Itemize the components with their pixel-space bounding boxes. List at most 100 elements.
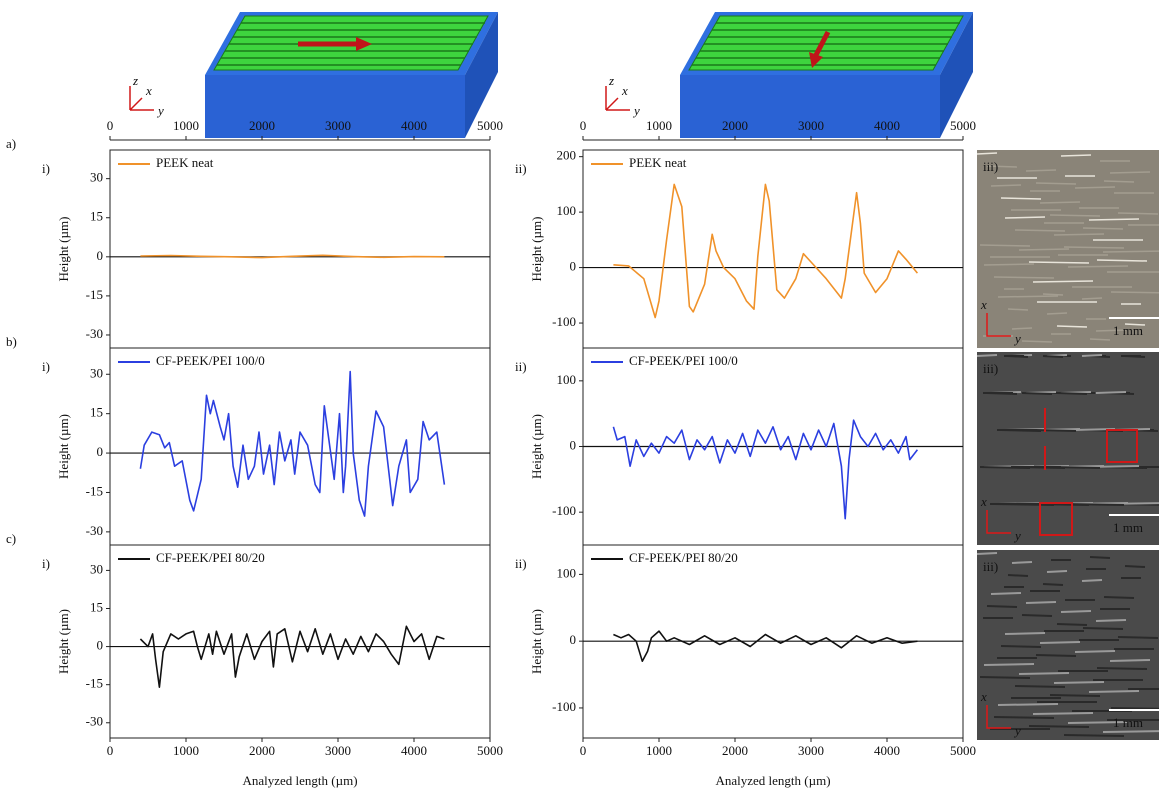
- texture: [1032, 712, 1094, 715]
- texture: [1074, 650, 1116, 653]
- y-tick-label: -15: [86, 483, 103, 498]
- texture: [1110, 707, 1159, 710]
- legend-label: CF-PEEK/PEI 80/20: [156, 550, 265, 565]
- texture: [1088, 218, 1140, 221]
- y-tick-label: 0: [570, 259, 577, 274]
- y-tick-label: 15: [90, 599, 103, 614]
- texture: [1021, 392, 1053, 395]
- sub-label: i): [42, 556, 50, 571]
- legend-label: CF-PEEK/PEI 100/0: [156, 353, 265, 368]
- y-tick-label: 30: [90, 561, 103, 576]
- texture: [1028, 261, 1090, 264]
- data-line: [612, 419, 919, 520]
- sub-label: ii): [515, 161, 527, 176]
- highlight-box: [1106, 429, 1138, 463]
- panel-label: a): [6, 136, 16, 151]
- plot-frame: [109, 149, 491, 349]
- x-tick-label: 4000: [401, 118, 427, 133]
- texture: [1032, 280, 1094, 283]
- x-tick-label: 3000: [325, 743, 351, 758]
- scale-label: 1 mm: [1113, 520, 1143, 535]
- legend-label: PEEK neat: [156, 155, 214, 170]
- texture: [1063, 246, 1125, 249]
- image-axes: [986, 313, 1011, 337]
- texture: [1046, 312, 1068, 315]
- texture: [1014, 229, 1066, 232]
- x-tick-label: 2000: [249, 118, 275, 133]
- image-axis-v: x: [980, 689, 987, 704]
- texture: [1102, 730, 1159, 733]
- texture: [1109, 171, 1151, 174]
- image-axes: [986, 705, 1011, 729]
- texture: [993, 276, 1055, 279]
- data-line: [139, 625, 445, 688]
- texture: [990, 592, 1022, 595]
- illustration-left: [205, 12, 498, 138]
- texture: [1056, 325, 1088, 328]
- texture: [1039, 641, 1081, 644]
- texture: [1025, 169, 1057, 172]
- texture: [1018, 672, 1070, 675]
- texture: [1103, 180, 1135, 183]
- texture: [1000, 197, 1042, 200]
- y-tick-label: -15: [86, 287, 103, 302]
- y-tick-label: -30: [86, 326, 103, 341]
- y-tick-label: -30: [86, 714, 103, 729]
- texture: [1042, 583, 1064, 586]
- texture: [983, 263, 1035, 266]
- texture: [1124, 565, 1146, 568]
- texture: [1095, 329, 1127, 332]
- texture: [1035, 429, 1077, 432]
- texture: [993, 716, 1055, 719]
- texture: [1082, 627, 1124, 630]
- texture: [1028, 725, 1090, 728]
- texture: [1053, 233, 1105, 236]
- texture: [1117, 636, 1159, 639]
- x-tick-label: 0: [107, 743, 114, 758]
- sub-label: i): [42, 161, 50, 176]
- texture: [1021, 614, 1053, 617]
- y-tick-label: 0: [97, 638, 104, 653]
- panel-label: b): [6, 334, 17, 349]
- texture: [1089, 338, 1111, 341]
- y-tick-label: 30: [90, 365, 103, 380]
- texture: [976, 354, 998, 357]
- image-axes: [986, 510, 1011, 534]
- image-axis-h: y: [1013, 528, 1021, 543]
- y-tick-label: 100: [557, 372, 577, 387]
- texture: [1049, 694, 1101, 697]
- x-tick-label: 2000: [722, 743, 748, 758]
- y-axis-label: Height (µm): [56, 414, 71, 479]
- y-axis-label: Height (µm): [56, 609, 71, 674]
- axes-glyph: [605, 86, 630, 111]
- data-line: [140, 254, 445, 259]
- texture: [1004, 216, 1046, 219]
- texture: [979, 676, 1031, 679]
- texture: [1007, 574, 1029, 577]
- texture: [1081, 354, 1103, 357]
- texture: [1063, 503, 1125, 506]
- texture: [1049, 214, 1101, 217]
- texture: [1060, 610, 1092, 613]
- texture: [979, 244, 1031, 247]
- texture: [1004, 632, 1046, 635]
- texture: [990, 184, 1022, 187]
- texture: [997, 295, 1059, 298]
- y-tick-label: -100: [552, 314, 576, 329]
- micrograph: [976, 150, 1159, 348]
- x-tick-label: 2000: [249, 743, 275, 758]
- y-tick-label: -15: [86, 676, 103, 691]
- texture: [1067, 265, 1129, 268]
- texture: [986, 165, 1018, 168]
- y-tick-label: 0: [97, 444, 104, 459]
- x-axis-label: Analyzed length (µm): [715, 773, 830, 788]
- y-tick-label: -30: [86, 523, 103, 538]
- texture: [1088, 690, 1140, 693]
- texture: [1039, 201, 1081, 204]
- axis-letter: x: [145, 83, 152, 98]
- y-tick-label: 15: [90, 209, 103, 224]
- x-tick-label: 5000: [950, 743, 976, 758]
- x-tick-label: 0: [107, 118, 114, 133]
- y-axis-label: Height (µm): [56, 217, 71, 282]
